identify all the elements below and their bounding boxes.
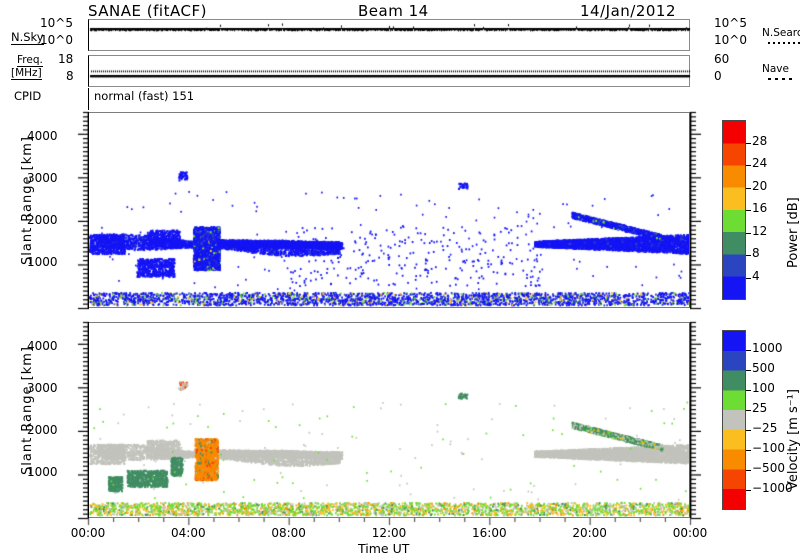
- x-tick-label: 04:00: [171, 526, 206, 540]
- velocity-y-axis-label: Slant Range [km]: [20, 346, 35, 475]
- nsky-ytick-bottom-right: 10^0: [714, 33, 747, 47]
- colorbar-tick: −500: [752, 461, 785, 475]
- power-ytick-3000: 3000: [27, 171, 58, 185]
- velocity-ytick-2000: 2000: [27, 423, 58, 437]
- colorbar-tick: 100: [752, 381, 775, 395]
- power-scatter-data: [89, 113, 689, 307]
- colorbar-tick: −100: [752, 441, 785, 455]
- colorbar-tick-mark: [746, 390, 751, 392]
- x-tick-label: 00:00: [70, 526, 106, 540]
- power-ytick-1000: 1000: [27, 255, 58, 269]
- x-tick-label: 16:00: [472, 526, 507, 540]
- colorbar-tick-mark: [746, 350, 751, 352]
- colorbar-tick-mark: [746, 450, 751, 452]
- nsky-label: N.Sky: [11, 30, 44, 45]
- freq-label-line1: Freq.: [17, 54, 43, 67]
- power-y-ticks-right: [690, 110, 704, 310]
- velocity-rti-panel: [88, 322, 690, 518]
- colorbar-tick: 16: [752, 201, 768, 215]
- freq-ytick-top-right: 60: [714, 52, 730, 66]
- legend-nsearch-line-icon: [768, 42, 800, 44]
- colorbar-tick: 25: [752, 401, 768, 415]
- power-y-axis-label: Slant Range [km]: [20, 136, 35, 265]
- velocity-y-ticks-right: [690, 320, 704, 520]
- freq-label-line2: [MHz]: [11, 67, 42, 80]
- date-label: 14/Jan/2012: [580, 2, 676, 20]
- power-y-ticks: [75, 110, 89, 310]
- colorbar-tick-mark: [746, 232, 751, 234]
- colorbar-tick-mark: [746, 255, 751, 257]
- colorbar-tick-mark: [746, 277, 751, 279]
- colorbar-tick-mark: [746, 490, 751, 492]
- freq-ytick-bottom-right: 0: [714, 69, 722, 83]
- power-colorbar: [722, 120, 746, 300]
- freq-ytick-bottom-left: 8: [66, 69, 74, 83]
- velocity-colorbar: [722, 330, 746, 510]
- colorbar-tick: −1000: [752, 481, 793, 495]
- colorbar-tick: 500: [752, 361, 775, 375]
- cpid-panel-left-edge: [88, 88, 90, 110]
- nsky-ytick-top-left: 10^5: [40, 16, 73, 30]
- cpid-value: normal (fast) 151: [94, 89, 195, 103]
- velocity-ytick-3000: 3000: [27, 381, 58, 395]
- page-title: SANAE (fitACF): [88, 2, 207, 20]
- freq-panel: [88, 55, 691, 88]
- colorbar-tick: 20: [752, 178, 768, 193]
- colorbar-tick: 8: [752, 246, 760, 260]
- x-tick-label: 08:00: [271, 526, 306, 540]
- velocity-scatter-data: [89, 323, 689, 517]
- legend-nave-label: Nave: [762, 63, 789, 75]
- power-ytick-2000: 2000: [27, 213, 58, 227]
- x-axis-ticks: [85, 518, 695, 528]
- colorbar-tick-mark: [746, 430, 751, 432]
- x-tick-label: 20:00: [572, 526, 607, 540]
- colorbar-tick-mark: [746, 187, 751, 189]
- nsky-ytick-top-right: 10^5: [714, 16, 747, 30]
- beam-label: Beam 14: [358, 2, 429, 20]
- colorbar-tick-mark: [746, 210, 751, 212]
- colorbar-tick: 12: [752, 223, 768, 238]
- power-colorbar-label: Power [dB]: [786, 197, 800, 268]
- nsky-trace: [89, 20, 691, 52]
- power-ytick-4000: 4000: [27, 129, 58, 143]
- colorbar-tick-mark: [746, 470, 751, 472]
- nsky-panel: [88, 19, 691, 52]
- legend-nave-line-icon: [768, 78, 794, 80]
- colorbar-tick: 1000: [752, 341, 783, 355]
- freq-ytick-top-left: 18: [58, 52, 74, 66]
- colorbar-tick: 4: [752, 268, 760, 283]
- x-axis-label: Time UT: [358, 541, 410, 556]
- legend-nsearch-label: N.Search: [762, 27, 800, 39]
- freq-trace: [89, 56, 691, 88]
- velocity-ytick-4000: 4000: [27, 339, 58, 353]
- x-tick-label: 12:00: [371, 526, 407, 540]
- power-rti-panel: [88, 112, 690, 308]
- velocity-colorbar-label: Velocity [m s⁻¹]: [786, 389, 800, 490]
- colorbar-tick-mark: [746, 410, 751, 412]
- nsky-ytick-bottom-left: 10^0: [40, 33, 73, 47]
- colorbar-tick-mark: [746, 165, 751, 167]
- colorbar-tick: −25: [752, 421, 778, 435]
- colorbar-tick-mark: [746, 370, 751, 372]
- colorbar-tick: 24: [752, 156, 768, 170]
- x-tick-label: 00:00: [672, 526, 708, 540]
- cpid-label: CPID: [14, 89, 42, 103]
- colorbar-tick-mark: [746, 142, 751, 144]
- colorbar-tick: 28: [752, 133, 768, 148]
- velocity-y-ticks: [75, 320, 89, 520]
- velocity-ytick-1000: 1000: [27, 465, 58, 479]
